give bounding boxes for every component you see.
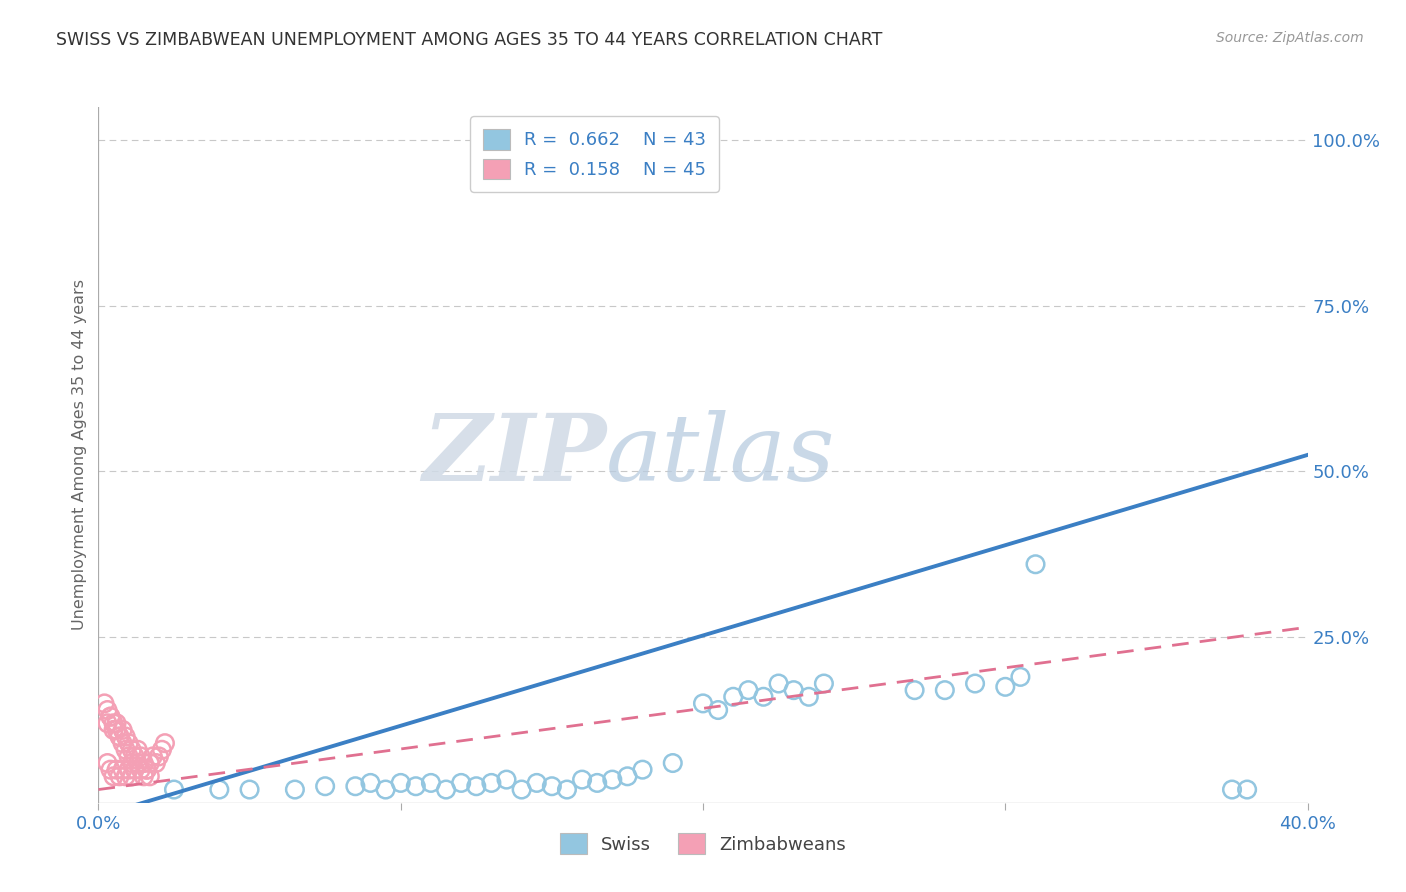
Point bbox=[934, 683, 956, 698]
Point bbox=[127, 756, 149, 770]
Point bbox=[768, 676, 790, 690]
Point bbox=[163, 782, 186, 797]
Point bbox=[127, 743, 149, 757]
Point bbox=[132, 769, 155, 783]
Point bbox=[420, 776, 443, 790]
Text: SWISS VS ZIMBABWEAN UNEMPLOYMENT AMONG AGES 35 TO 44 YEARS CORRELATION CHART: SWISS VS ZIMBABWEAN UNEMPLOYMENT AMONG A… bbox=[56, 31, 883, 49]
Point bbox=[314, 779, 336, 793]
Point bbox=[118, 736, 141, 750]
Point bbox=[103, 723, 125, 737]
Point bbox=[124, 763, 146, 777]
Point bbox=[121, 756, 143, 770]
Point bbox=[105, 716, 128, 731]
Point bbox=[111, 723, 134, 737]
Point bbox=[114, 769, 136, 783]
Point bbox=[616, 769, 638, 783]
Point bbox=[145, 756, 167, 770]
Point bbox=[100, 763, 122, 777]
Point bbox=[495, 772, 517, 787]
Point bbox=[284, 782, 307, 797]
Point bbox=[434, 782, 457, 797]
Point bbox=[153, 736, 176, 750]
Point bbox=[752, 690, 775, 704]
Point bbox=[135, 763, 157, 777]
Point bbox=[797, 690, 820, 704]
Point bbox=[129, 763, 152, 777]
Point bbox=[105, 763, 128, 777]
Point bbox=[540, 779, 562, 793]
Point bbox=[374, 782, 396, 797]
Point bbox=[124, 749, 146, 764]
Point bbox=[93, 697, 115, 711]
Point bbox=[661, 756, 683, 770]
Text: ZIP: ZIP bbox=[422, 410, 606, 500]
Point bbox=[114, 743, 136, 757]
Point bbox=[139, 756, 162, 770]
Point bbox=[111, 736, 134, 750]
Point bbox=[555, 782, 578, 797]
Point bbox=[105, 723, 128, 737]
Point bbox=[142, 749, 165, 764]
Point bbox=[121, 769, 143, 783]
Point bbox=[150, 743, 173, 757]
Point bbox=[96, 756, 118, 770]
Point bbox=[994, 680, 1017, 694]
Y-axis label: Unemployment Among Ages 35 to 44 years: Unemployment Among Ages 35 to 44 years bbox=[72, 279, 87, 631]
Point bbox=[148, 749, 170, 764]
Point bbox=[360, 776, 382, 790]
Point bbox=[405, 779, 427, 793]
Point bbox=[1010, 670, 1032, 684]
Point bbox=[103, 769, 125, 783]
Point bbox=[208, 782, 231, 797]
Point bbox=[465, 779, 488, 793]
Legend: Swiss, Zimbabweans: Swiss, Zimbabweans bbox=[551, 824, 855, 863]
Point bbox=[389, 776, 412, 790]
Point bbox=[129, 749, 152, 764]
Point bbox=[135, 763, 157, 777]
Point bbox=[1024, 558, 1046, 572]
Point bbox=[100, 709, 122, 723]
Point bbox=[737, 683, 759, 698]
Point bbox=[132, 756, 155, 770]
Text: atlas: atlas bbox=[606, 410, 835, 500]
Point bbox=[96, 703, 118, 717]
Point bbox=[481, 776, 503, 790]
Point bbox=[904, 683, 927, 698]
Text: Source: ZipAtlas.com: Source: ZipAtlas.com bbox=[1216, 31, 1364, 45]
Point bbox=[510, 782, 533, 797]
Point bbox=[692, 697, 714, 711]
Point bbox=[239, 782, 262, 797]
Point bbox=[707, 703, 730, 717]
Point bbox=[96, 716, 118, 731]
Point bbox=[631, 763, 654, 777]
Point bbox=[783, 683, 806, 698]
Point bbox=[571, 772, 593, 787]
Point bbox=[586, 776, 609, 790]
Point bbox=[526, 776, 548, 790]
Point bbox=[1220, 782, 1243, 797]
Point bbox=[965, 676, 987, 690]
Point bbox=[103, 716, 125, 731]
Point bbox=[108, 730, 131, 744]
Point bbox=[118, 749, 141, 764]
Point bbox=[121, 743, 143, 757]
Point bbox=[139, 769, 162, 783]
Point bbox=[723, 690, 745, 704]
Point bbox=[100, 709, 122, 723]
Point bbox=[111, 763, 134, 777]
Point bbox=[108, 730, 131, 744]
Point bbox=[344, 779, 367, 793]
Point bbox=[1236, 782, 1258, 797]
Point bbox=[450, 776, 472, 790]
Point bbox=[118, 763, 141, 777]
Point bbox=[114, 730, 136, 744]
Point bbox=[108, 769, 131, 783]
Point bbox=[602, 772, 624, 787]
Point bbox=[813, 676, 835, 690]
